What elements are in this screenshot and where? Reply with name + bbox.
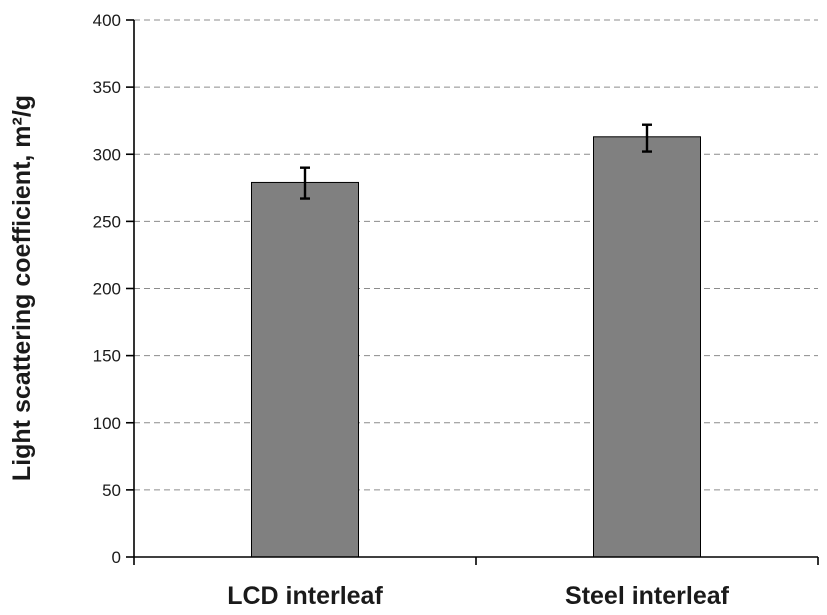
y-tick-label-150: 150 (93, 347, 121, 366)
y-tick-label-400: 400 (93, 11, 121, 30)
y-tick-label-0: 0 (112, 548, 121, 567)
bar-lcd-interleaf (251, 181, 359, 558)
y-tick-label-300: 300 (93, 145, 121, 164)
x-category-label-lcd-interleaf: LCD interleaf (227, 582, 383, 610)
y-tick-label-250: 250 (93, 212, 121, 231)
bars (251, 136, 701, 558)
y-tick-label-350: 350 (93, 78, 121, 97)
x-category-label-steel-interleaf: Steel interleaf (565, 582, 730, 610)
error-bar-steel-interleaf (642, 123, 652, 153)
bar-steel-interleaf (593, 136, 701, 558)
error-bar-lcd-interleaf (300, 166, 310, 200)
y-tick-label-50: 50 (102, 481, 121, 500)
error-bars (300, 123, 652, 200)
y-axis-title: Light scattering coefficient, m²/g (8, 95, 36, 481)
x-ticks: LCD interleaf Steel interleaf (133, 557, 819, 610)
y-axis-title-text: Light scattering coefficient, m²/g (8, 95, 36, 481)
y-tick-label-200: 200 (93, 280, 121, 299)
y-tick-label-100: 100 (93, 414, 121, 433)
gridlines (134, 19, 818, 491)
y-ticks: 0 50 100 150 200 250 300 350 400 (93, 11, 134, 567)
